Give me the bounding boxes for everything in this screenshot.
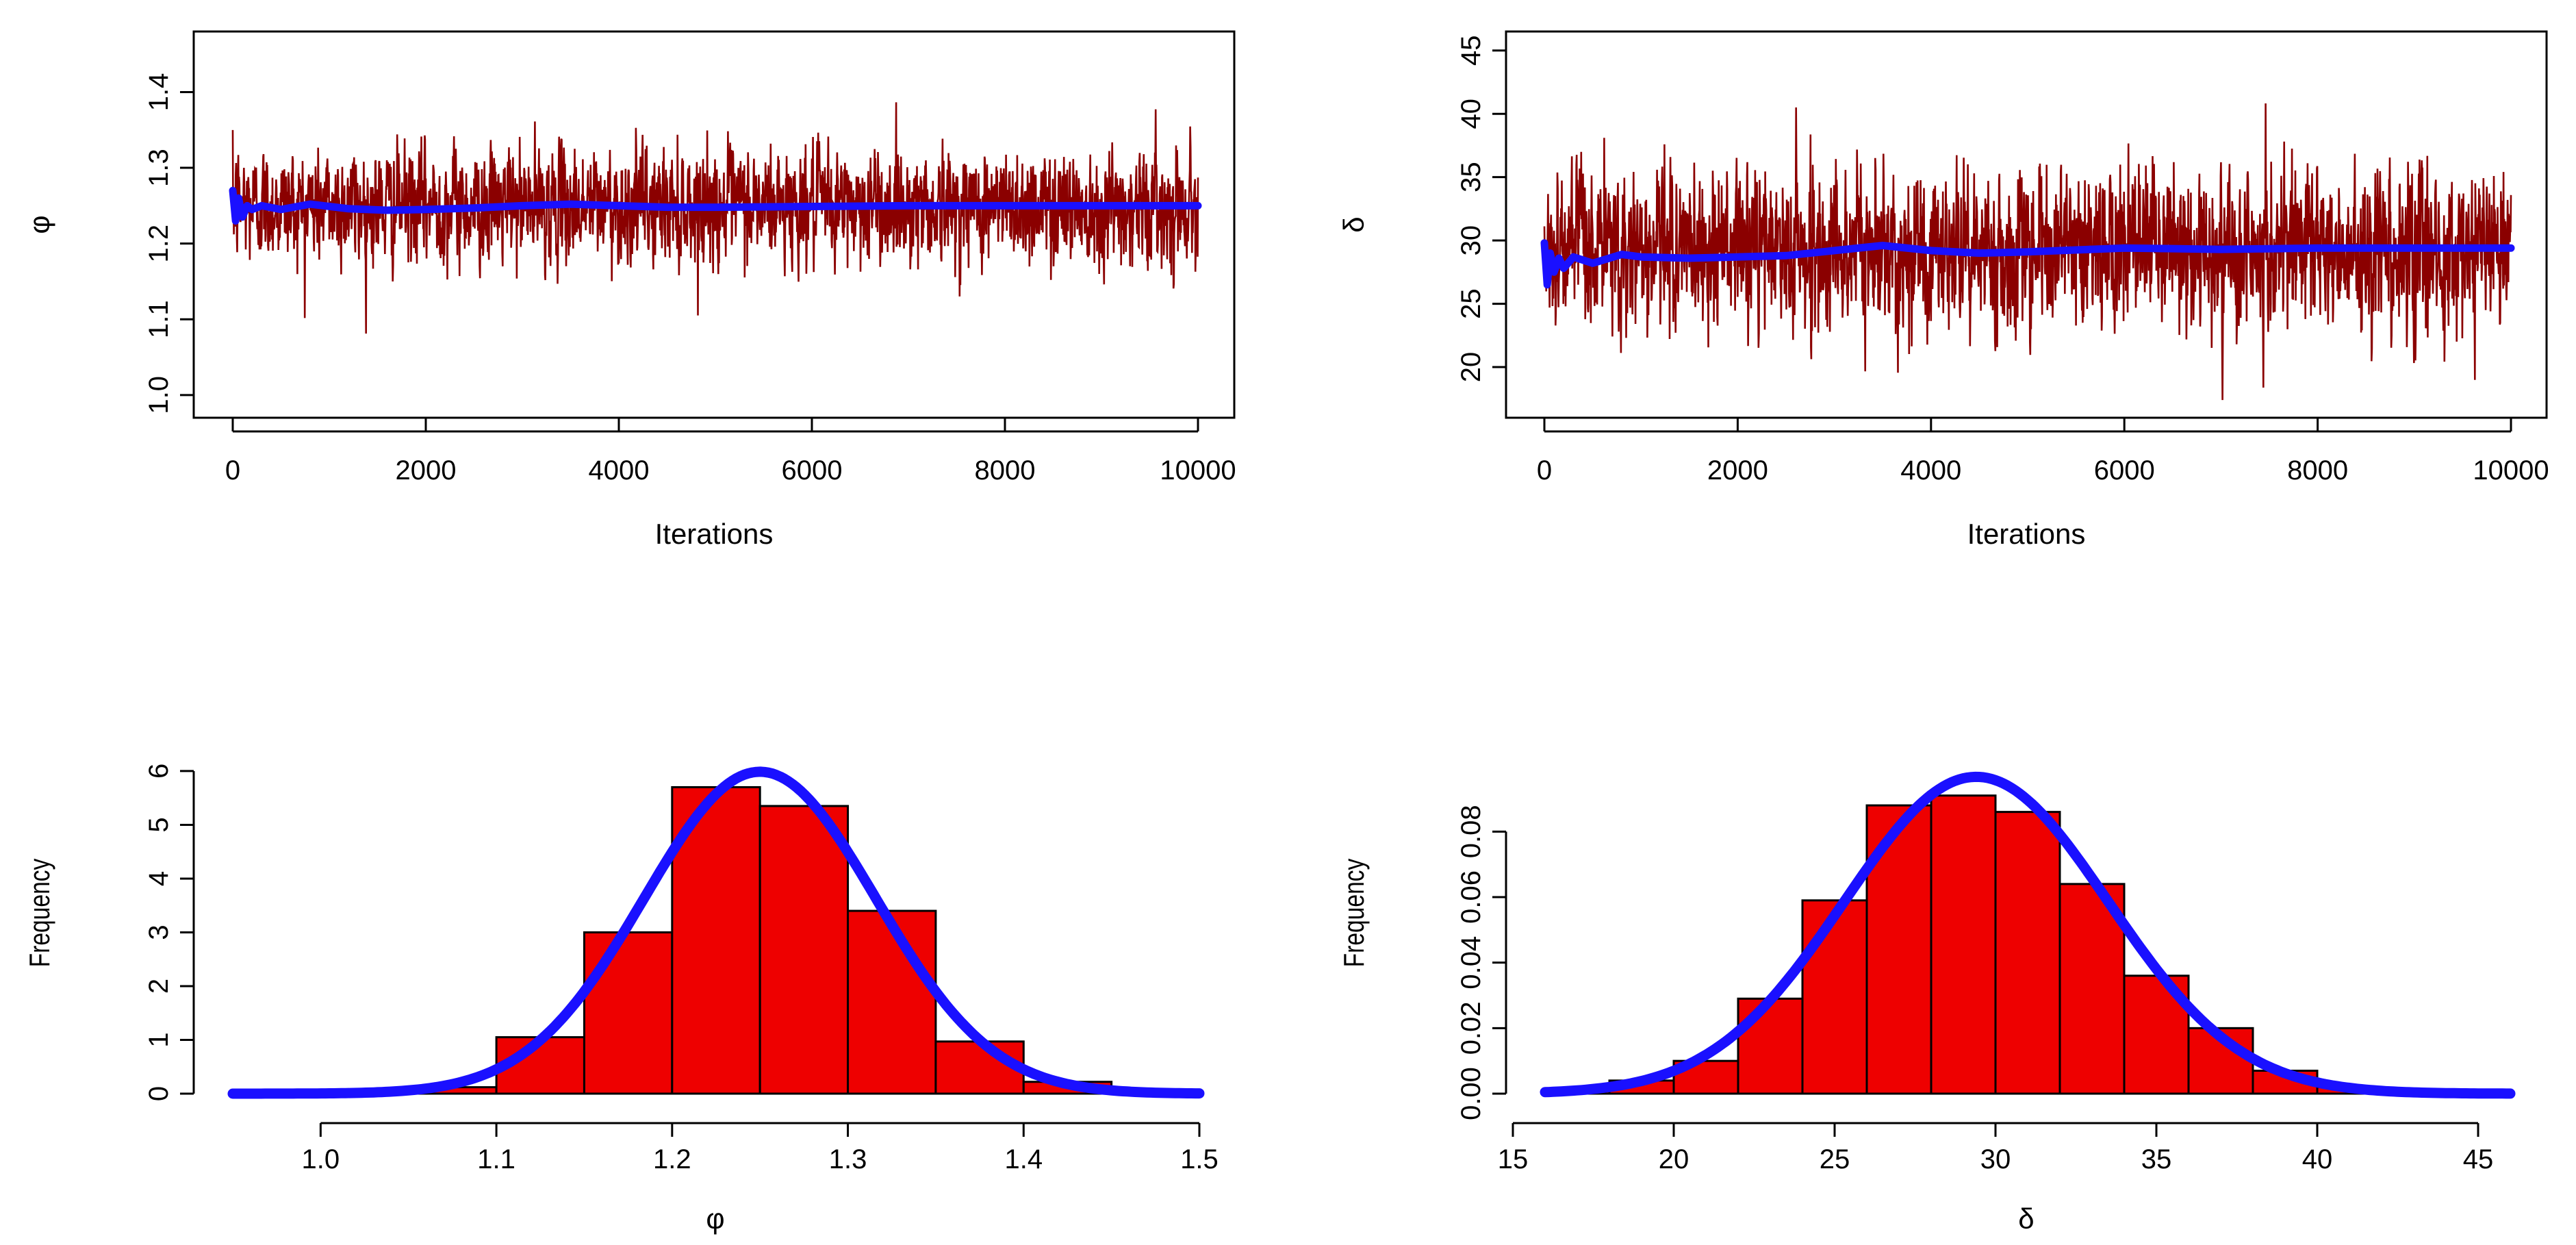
delta-trace-x-axis-title: Iterations bbox=[1967, 518, 2086, 550]
delta-hist-bar bbox=[1930, 794, 1997, 1095]
delta-hist-x-tick-label: 35 bbox=[2141, 1144, 2172, 1174]
phi-hist-y-tick-label: 5 bbox=[144, 817, 174, 832]
phi-trace-x-tick-label: 2000 bbox=[396, 455, 457, 486]
phi-hist-y-tick-label: 2 bbox=[144, 979, 174, 994]
delta-hist-x-tick-label: 20 bbox=[1659, 1144, 1689, 1174]
delta-trace-panel: 0 2000 4000 6000 8000 10000 20 25 30 35 40 45 Itera… bbox=[1338, 30, 2549, 550]
phi-hist-x-tick-label: 1.3 bbox=[829, 1144, 867, 1174]
delta-trace-x-tick-label: 10000 bbox=[2473, 455, 2549, 486]
phi-hist-bar bbox=[583, 931, 674, 1095]
phi-trace-panel: 0 2000 4000 6000 8000 10000 1.0 1.1 1.2 1.3 1.4 It… bbox=[23, 30, 1236, 550]
delta-trace-x-tick-label: 8000 bbox=[2287, 455, 2348, 486]
delta-hist-y-tick-label: 0.02 bbox=[1456, 1001, 1486, 1055]
delta-hist-x-tick-label: 30 bbox=[1980, 1144, 2011, 1174]
phi-hist-bar bbox=[758, 805, 850, 1095]
phi-trace-y-tick-label: 1.0 bbox=[144, 376, 174, 414]
phi-histogram-panel: 1.0 1.1 1.2 1.3 1.4 1.5 0 1 2 3 4 5 6 φ Frequency bbox=[25, 764, 1219, 1235]
delta-histogram-y-axis-title: Frequency bbox=[1339, 859, 1370, 968]
phi-trace-y-tick-label: 1.4 bbox=[144, 73, 174, 112]
delta-trace-x-tick-label: 4000 bbox=[1900, 455, 1961, 486]
phi-trace-x-axis-title: Iterations bbox=[655, 518, 774, 550]
phi-hist-x-tick-label: 1.1 bbox=[477, 1144, 515, 1174]
phi-hist-y-tick-label: 3 bbox=[144, 925, 174, 940]
delta-hist-x-tick-label: 15 bbox=[1498, 1144, 1529, 1174]
delta-histogram-axes: 15 20 25 30 35 40 45 0.00 0.02 0.04 0.06 0.08 bbox=[1456, 805, 2493, 1174]
delta-histogram-x-axis-title: δ bbox=[2018, 1203, 2034, 1235]
delta-trace-x-tick-label: 6000 bbox=[2094, 455, 2155, 486]
phi-hist-x-tick-label: 1.2 bbox=[653, 1144, 691, 1174]
delta-hist-bar bbox=[1801, 899, 1868, 1095]
delta-trace-y-tick-label: 20 bbox=[1456, 352, 1486, 383]
delta-hist-x-tick-label: 40 bbox=[2302, 1144, 2333, 1174]
delta-trace-y-axis-title: δ bbox=[1338, 216, 1370, 232]
phi-hist-density-curve bbox=[227, 766, 1205, 1099]
delta-hist-y-tick-label: 0.08 bbox=[1456, 805, 1486, 858]
delta-hist-x-tick-label: 45 bbox=[2463, 1144, 2494, 1174]
delta-hist-y-tick-label: 0.00 bbox=[1456, 1067, 1486, 1120]
phi-hist-y-tick-label: 6 bbox=[144, 764, 174, 779]
delta-trace-axes: 0 2000 4000 6000 8000 10000 20 25 30 35 40 45 bbox=[1456, 35, 2549, 486]
phi-trace-x-tick-label: 10000 bbox=[1160, 455, 1236, 486]
phi-histogram-y-axis-title: Frequency bbox=[25, 859, 56, 968]
phi-trace-x-tick-label: 8000 bbox=[975, 455, 1036, 486]
phi-trace-running-mean-line bbox=[229, 186, 1202, 225]
phi-trace-y-tick-label: 1.2 bbox=[144, 225, 174, 263]
delta-trace-y-tick-label: 35 bbox=[1456, 162, 1486, 192]
delta-hist-bar bbox=[1865, 804, 1933, 1095]
delta-trace-y-tick-label: 40 bbox=[1456, 99, 1486, 129]
phi-histogram-bars bbox=[227, 766, 1205, 1099]
delta-histogram-bars bbox=[1540, 771, 2516, 1099]
delta-hist-bar bbox=[1994, 811, 2061, 1095]
phi-trace-y-axis-title: φ bbox=[23, 215, 55, 234]
delta-trace-y-tick-label: 45 bbox=[1456, 35, 1486, 66]
phi-hist-y-tick-label: 0 bbox=[144, 1086, 174, 1101]
phi-hist-y-tick-label: 1 bbox=[144, 1032, 174, 1047]
phi-hist-x-tick-label: 1.4 bbox=[1004, 1144, 1043, 1174]
phi-histogram-x-axis-title: φ bbox=[706, 1203, 724, 1235]
delta-hist-y-tick-label: 0.04 bbox=[1456, 936, 1486, 990]
phi-hist-bar bbox=[847, 909, 937, 1095]
phi-trace-x-tick-label: 0 bbox=[225, 455, 240, 486]
delta-hist-bar bbox=[1737, 997, 1804, 1095]
phi-trace-x-tick-label: 4000 bbox=[589, 455, 650, 486]
delta-trace-x-tick-label: 0 bbox=[1537, 455, 1552, 486]
phi-hist-y-tick-label: 4 bbox=[144, 871, 174, 886]
delta-trace-running-mean-line bbox=[1540, 239, 2515, 289]
delta-hist-density-curve bbox=[1540, 771, 2516, 1099]
delta-trace-plot-frame bbox=[1505, 30, 2548, 419]
phi-trace-series bbox=[229, 102, 1202, 334]
delta-trace-x-tick-label: 2000 bbox=[1707, 455, 1768, 486]
phi-trace-plot-frame bbox=[192, 30, 1236, 419]
phi-trace-chain-line bbox=[231, 102, 1199, 334]
phi-trace-x-tick-label: 6000 bbox=[782, 455, 843, 486]
phi-trace-y-tick-label: 1.3 bbox=[144, 149, 174, 187]
phi-hist-x-tick-label: 1.5 bbox=[1180, 1144, 1219, 1174]
delta-hist-y-tick-label: 0.06 bbox=[1456, 870, 1486, 924]
phi-histogram-axes: 1.0 1.1 1.2 1.3 1.4 1.5 0 1 2 3 4 5 6 bbox=[144, 764, 1219, 1174]
phi-trace-axes: 0 2000 4000 6000 8000 10000 1.0 1.1 1.2 1.3 1.4 bbox=[144, 73, 1236, 486]
phi-trace-y-tick-label: 1.1 bbox=[144, 300, 174, 338]
delta-histogram-panel: 15 20 25 30 35 40 45 0.00 0.02 0.04 0.06 0.08 δ Fre… bbox=[1339, 771, 2516, 1235]
delta-trace-chain-line bbox=[1543, 103, 2512, 401]
delta-trace-y-tick-label: 30 bbox=[1456, 225, 1486, 256]
delta-hist-x-tick-label: 25 bbox=[1820, 1144, 1850, 1174]
delta-trace-y-tick-label: 25 bbox=[1456, 288, 1486, 319]
delta-trace-series bbox=[1540, 103, 2515, 401]
phi-hist-x-tick-label: 1.0 bbox=[302, 1144, 340, 1174]
